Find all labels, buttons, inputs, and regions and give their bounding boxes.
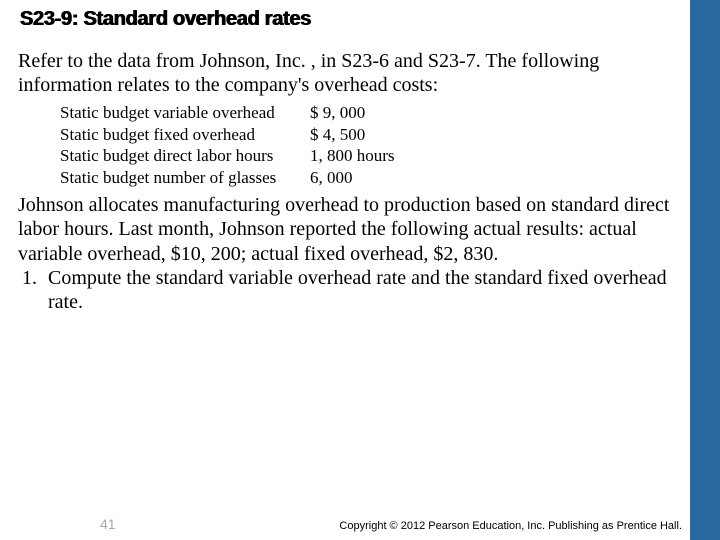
data-value: 6, 000	[310, 167, 353, 189]
intro-paragraph: Refer to the data from Johnson, Inc. , i…	[0, 31, 690, 98]
data-row: Static budget number of glasses 6, 000	[60, 167, 690, 189]
data-label: Static budget direct labor hours	[60, 145, 310, 167]
body-paragraph: Johnson allocates manufacturing overhead…	[0, 193, 690, 266]
question-text: Compute the standard variable overhead r…	[48, 266, 676, 315]
data-value: $ 4, 500	[310, 124, 365, 146]
data-row: Static budget variable overhead $ 9, 000	[60, 102, 690, 124]
data-row: Static budget fixed overhead $ 4, 500	[60, 124, 690, 146]
question-item: 1. Compute the standard variable overhea…	[0, 266, 690, 315]
data-label: Static budget fixed overhead	[60, 124, 310, 146]
data-value: $ 9, 000	[310, 102, 365, 124]
slide-footer: 41 Copyright © 2012 Pearson Education, I…	[0, 516, 690, 532]
copyright-text: Copyright © 2012 Pearson Education, Inc.…	[339, 520, 682, 532]
data-label: Static budget variable overhead	[60, 102, 310, 124]
data-list: Static budget variable overhead $ 9, 000…	[0, 98, 690, 193]
data-label: Static budget number of glasses	[60, 167, 310, 189]
page-number: 41	[100, 516, 116, 532]
data-row: Static budget direct labor hours 1, 800 …	[60, 145, 690, 167]
question-number: 1.	[18, 266, 48, 315]
slide-title: S23-9: Standard overhead rates	[0, 8, 690, 31]
side-accent-bar	[690, 0, 720, 540]
slide-content: S23-9: Standard overhead rates Refer to …	[0, 0, 690, 540]
data-value: 1, 800 hours	[310, 145, 395, 167]
